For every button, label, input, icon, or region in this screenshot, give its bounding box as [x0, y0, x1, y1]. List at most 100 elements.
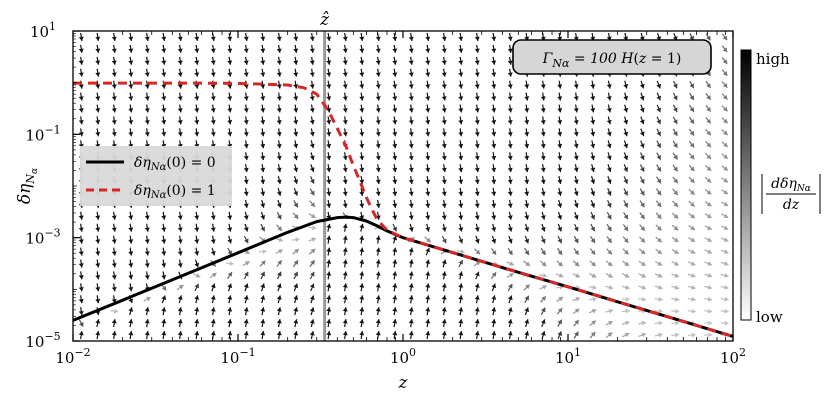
quiver-arrow-490 [375, 68, 381, 77]
quiver-arrow-380 [309, 140, 315, 149]
quiver-arrow-389 [309, 32, 315, 42]
quiver-arrow-127 [144, 56, 150, 65]
quiver-arrow-582 [441, 211, 447, 220]
quiver-arrow-149 [161, 104, 167, 113]
quiver-arrow-274 [243, 164, 249, 173]
quiver-arrow-732 [539, 285, 548, 290]
quiver-arrow-821 [590, 152, 596, 161]
quiver-arrow-213 [209, 272, 217, 279]
quiver-arrow-982 [689, 92, 695, 101]
quiver-arrow-372 [308, 237, 317, 242]
quiver-arrow-678 [507, 307, 513, 316]
z-hat-label: ẑ [319, 10, 330, 30]
quiver-arrow-165 [177, 223, 183, 232]
quiver-arrow-574 [441, 307, 447, 316]
quiver-arrow-398 [326, 235, 332, 244]
quiver-arrow-731 [540, 295, 547, 303]
quiver-arrow-536 [408, 140, 414, 149]
quiver-arrow-343 [293, 271, 299, 280]
quiver-arrow-464 [359, 68, 365, 77]
quiver-arrow-103 [128, 32, 134, 42]
quiver-arrow-280 [243, 92, 249, 101]
quiver-arrow-709 [524, 247, 530, 256]
quiver-arrow-999 [704, 201, 712, 207]
quiver-arrow-494 [392, 330, 398, 340]
quiver-arrow-786 [572, 260, 580, 267]
quiver-arrow-415 [326, 32, 332, 42]
quiver-arrow-684 [507, 235, 513, 244]
quiver-arrow-34 [95, 235, 101, 244]
quiver-arrow-183 [194, 319, 200, 328]
quiver-arrow-1006 [705, 116, 712, 124]
quiver-arrow-98 [128, 92, 134, 101]
quiver-arrow-628 [474, 283, 480, 292]
quiver-arrow-202 [194, 92, 200, 101]
quiver-arrow-215 [210, 247, 216, 256]
quiver-arrow-663 [491, 175, 497, 185]
quiver-arrow-270 [243, 211, 249, 220]
quiver-arrow-945 [671, 224, 679, 231]
quiver-arrow-381 [309, 128, 315, 137]
quiver-arrow-137 [161, 247, 167, 256]
quiver-arrow-529 [408, 223, 414, 232]
legend-label-1: δηNα(0) = 0 [134, 155, 216, 173]
quiver-arrow-607 [458, 223, 464, 232]
quiver-arrow-473 [375, 271, 381, 280]
quiver-arrow-737 [540, 223, 546, 232]
quiver-arrow-602 [458, 283, 464, 292]
quiver-arrow-973 [688, 200, 696, 207]
quiver-arrow-633 [474, 223, 480, 232]
quiver-arrow-800 [573, 92, 579, 101]
quiver-arrow-296 [260, 211, 266, 220]
quiver-arrow-352 [293, 164, 299, 173]
quiver-arrow-914 [654, 284, 663, 290]
quiver-arrow-287 [260, 319, 266, 328]
quiver-arrow-363 [293, 32, 299, 42]
quiver-arrow-209 [210, 319, 216, 328]
quiver-arrow-971 [688, 224, 696, 231]
quiver-arrow-561 [425, 152, 431, 161]
quiver-arrow-554 [424, 236, 432, 243]
quiver-arrow-819 [590, 176, 596, 185]
quiver-arrow-560 [425, 164, 431, 173]
quiver-arrow-658 [491, 235, 497, 244]
quiver-arrow-353 [293, 152, 299, 161]
quiver-arrow-884 [638, 332, 647, 338]
quiver-arrow-47 [95, 80, 101, 89]
quiver-arrow-263 [243, 295, 249, 304]
quiver-arrow-485 [375, 128, 381, 137]
quiver-arrow-413 [326, 56, 332, 65]
quiver-arrow-714 [524, 187, 530, 197]
quiver-arrow-676 [507, 330, 513, 340]
quiver-arrow-1038 [721, 45, 728, 53]
quiver-arrow-799 [573, 104, 579, 113]
quiver-arrow-662 [491, 187, 497, 197]
quiver-arrow-491 [375, 56, 381, 65]
quiver-arrow-173 [177, 128, 183, 137]
quiver-arrow-585 [441, 175, 447, 185]
quiver-arrow-690 [507, 164, 513, 173]
quiver-arrow-278 [243, 116, 249, 125]
quiver-arrow-1009 [705, 81, 712, 89]
quiver-arrow-659 [491, 223, 497, 232]
quiver-arrow-428 [342, 187, 348, 197]
quiver-arrow-696 [507, 92, 513, 101]
quiver-arrow-511 [392, 128, 398, 137]
quiver-arrow-992 [704, 284, 713, 290]
series-line-1 [73, 215, 733, 338]
quiver-arrow-189 [194, 247, 200, 256]
quiver-arrow-438 [342, 68, 348, 77]
quiver-arrow-1030 [721, 141, 729, 148]
quiver-arrow-227 [210, 104, 216, 113]
quiver-arrow-148 [161, 116, 167, 125]
quiver-arrow-837 [605, 272, 614, 278]
quiver-arrow-339 [293, 319, 299, 328]
quiver-arrow-480 [375, 187, 381, 197]
quiver-arrow-790 [573, 211, 579, 220]
quiver-arrow-112 [144, 235, 150, 244]
quiver-arrow-99 [128, 80, 134, 89]
quiver-arrow-687 [507, 199, 513, 208]
quiver-arrow-990 [704, 308, 713, 314]
quiver-arrow-175 [177, 104, 183, 113]
quiver-arrow-850 [606, 116, 612, 125]
